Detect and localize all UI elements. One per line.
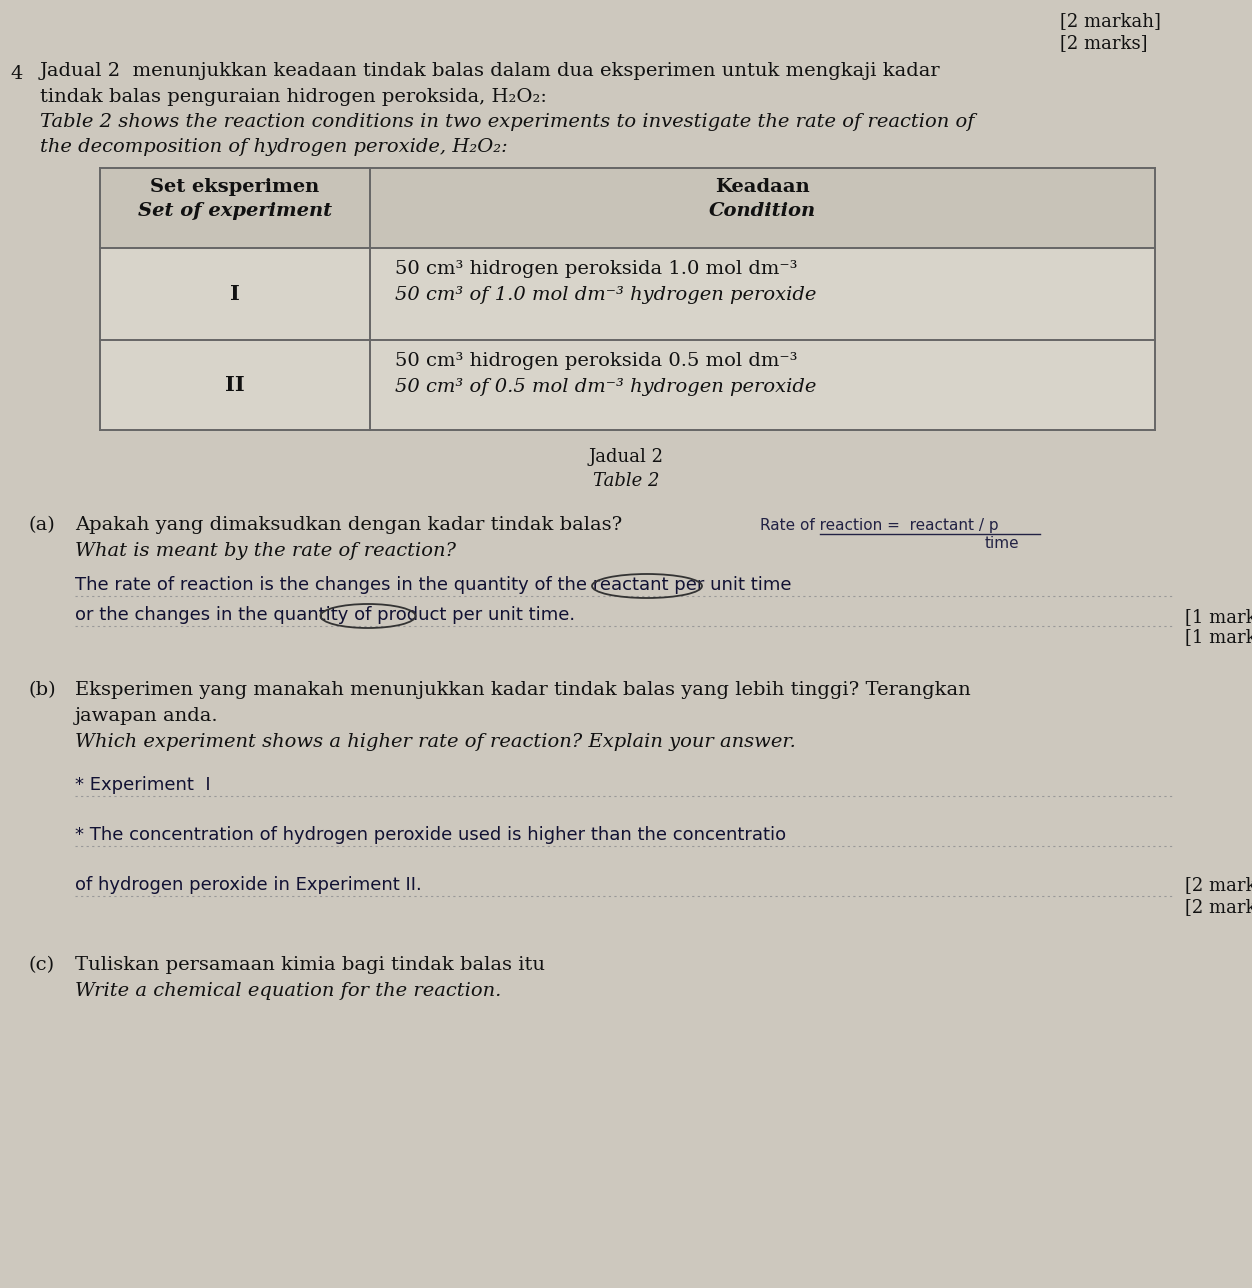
Text: jawapan anda.: jawapan anda.	[75, 707, 219, 725]
Text: Which experiment shows a higher rate of reaction? Explain your answer.: Which experiment shows a higher rate of …	[75, 733, 796, 751]
Text: (a): (a)	[28, 516, 55, 535]
Text: Table 2 shows the reaction conditions in two experiments to investigate the rate: Table 2 shows the reaction conditions in…	[40, 113, 974, 131]
Text: 50 cm³ of 1.0 mol dm⁻³ hydrogen peroxide: 50 cm³ of 1.0 mol dm⁻³ hydrogen peroxide	[394, 286, 816, 304]
Text: Jadual 2: Jadual 2	[588, 448, 664, 466]
Text: [1 mark]: [1 mark]	[1184, 629, 1252, 647]
Text: The rate of reaction is the changes in the quantity of the reactant per unit tim: The rate of reaction is the changes in t…	[75, 576, 791, 594]
Text: * Experiment  I: * Experiment I	[75, 775, 210, 793]
Text: 50 cm³ hidrogen peroksida 0.5 mol dm⁻³: 50 cm³ hidrogen peroksida 0.5 mol dm⁻³	[394, 352, 798, 370]
Text: Tuliskan persamaan kimia bagi tindak balas itu: Tuliskan persamaan kimia bagi tindak bal…	[75, 956, 545, 974]
Text: Eksperimen yang manakah menunjukkan kadar tindak balas yang lebih tinggi? Terang: Eksperimen yang manakah menunjukkan kada…	[75, 681, 970, 699]
Text: of hydrogen peroxide in Experiment II.: of hydrogen peroxide in Experiment II.	[75, 876, 422, 894]
Text: Apakah yang dimaksudkan dengan kadar tindak balas?: Apakah yang dimaksudkan dengan kadar tin…	[75, 516, 622, 535]
Text: [1 markah]: [1 markah]	[1184, 608, 1252, 626]
Text: What is meant by the rate of reaction?: What is meant by the rate of reaction?	[75, 542, 456, 560]
Text: Jadual 2  menunjukkan keadaan tindak balas dalam dua eksperimen untuk mengkaji k: Jadual 2 menunjukkan keadaan tindak bala…	[40, 62, 940, 80]
Text: Table 2: Table 2	[592, 471, 660, 489]
Bar	[100, 249, 1156, 430]
Text: [2 marks]: [2 marks]	[1060, 33, 1148, 52]
Text: Keadaan: Keadaan	[715, 178, 810, 196]
Text: Set of experiment: Set of experiment	[138, 202, 332, 220]
Text: * The concentration of hydrogen peroxide used is higher than the concentratio: * The concentration of hydrogen peroxide…	[75, 826, 786, 844]
Text: the decomposition of hydrogen peroxide, H₂O₂:: the decomposition of hydrogen peroxide, …	[40, 138, 508, 156]
Text: 50 cm³ of 0.5 mol dm⁻³ hydrogen peroxide: 50 cm³ of 0.5 mol dm⁻³ hydrogen peroxide	[394, 377, 816, 395]
Text: Write a chemical equation for the reaction.: Write a chemical equation for the reacti…	[75, 981, 501, 999]
Text: [2 markah]: [2 markah]	[1060, 12, 1161, 30]
Text: [2 marks]: [2 marks]	[1184, 898, 1252, 916]
Text: Rate of reaction =  reactant / p: Rate of reaction = reactant / p	[760, 518, 999, 533]
Text: (b): (b)	[28, 681, 55, 699]
Text: 50 cm³ hidrogen peroksida 1.0 mol dm⁻³: 50 cm³ hidrogen peroksida 1.0 mol dm⁻³	[394, 260, 798, 278]
Bar	[100, 167, 1156, 249]
Text: 4: 4	[10, 64, 23, 82]
Text: time: time	[985, 536, 1019, 551]
Text: (c): (c)	[28, 956, 54, 974]
Text: or the changes in the quantity of product per unit time.: or the changes in the quantity of produc…	[75, 605, 575, 623]
Text: II: II	[225, 375, 245, 395]
Text: tindak balas penguraian hidrogen peroksida, H₂O₂:: tindak balas penguraian hidrogen peroksi…	[40, 88, 547, 106]
Text: I: I	[230, 283, 240, 304]
Text: Set eksperimen: Set eksperimen	[150, 178, 319, 196]
Text: [2 markah]: [2 markah]	[1184, 876, 1252, 894]
Text: Condition: Condition	[709, 202, 816, 220]
